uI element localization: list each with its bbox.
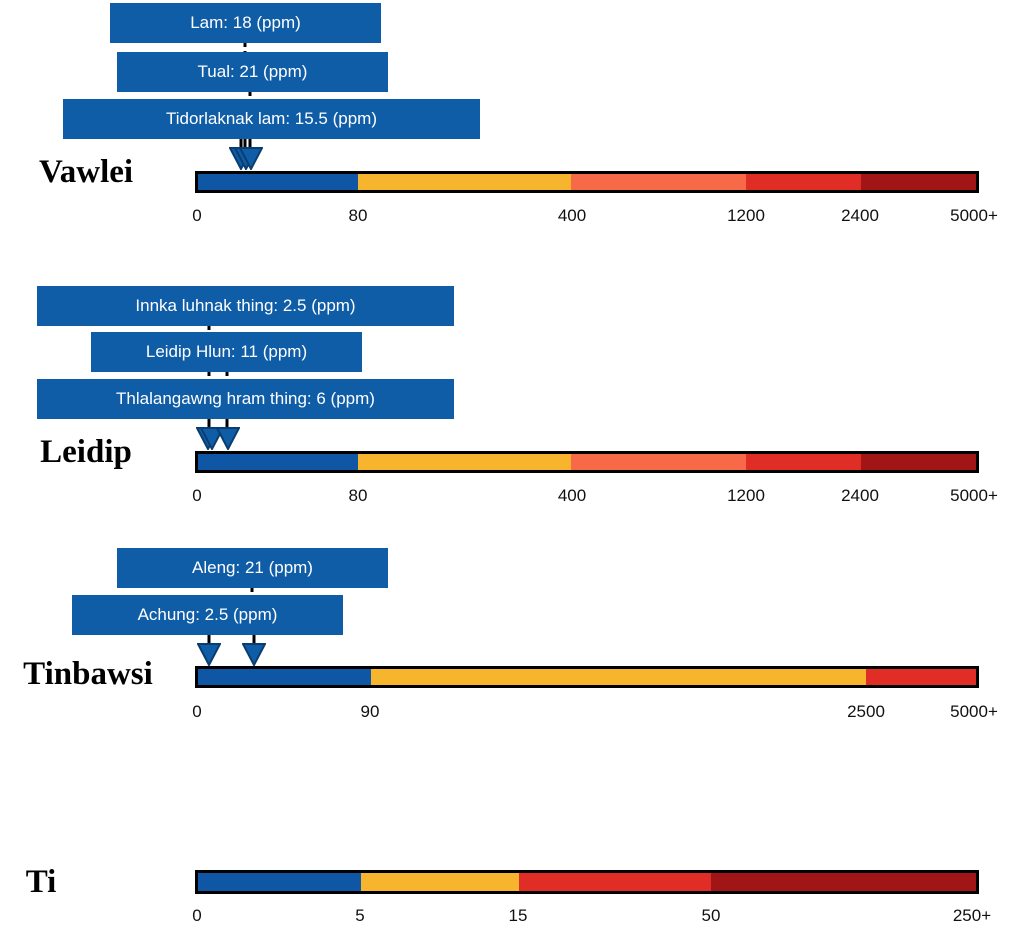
- marker-leader-tual: [248, 92, 252, 99]
- tick-label: 90: [360, 702, 380, 721]
- tick-label: 0: [192, 906, 202, 925]
- band-0-90: [198, 669, 371, 685]
- tick-label: 15: [508, 906, 528, 925]
- band-400-1200: [571, 174, 746, 190]
- marker-leader-thlalangawng: [207, 419, 211, 427]
- tick-label: 80: [348, 206, 368, 225]
- marker-leader-innka: [207, 326, 211, 332]
- section-title-ti: Ti: [25, 864, 57, 900]
- tick-label: 400: [557, 486, 587, 505]
- marker-leader-lam: [243, 43, 247, 52]
- marker-leader-lam-low: [243, 139, 247, 147]
- band-1200-2400: [746, 454, 861, 470]
- marker-leader-aleng-low: [252, 635, 256, 643]
- tick-label: 0: [192, 486, 202, 505]
- marker-leader-leidip-hlun-a: [207, 372, 211, 379]
- marker-label-achung: Achung: 2.5 (ppm): [72, 595, 343, 635]
- band-15-50: [519, 873, 711, 891]
- tick-label: 5000+: [950, 702, 998, 721]
- scale-bar-ti: [195, 870, 979, 894]
- tick-label: 50: [701, 906, 721, 925]
- band-0-80: [198, 454, 358, 470]
- marker-label-thlalangawng-hram-thing: Thlalangawng hram thing: 6 (ppm): [37, 379, 454, 419]
- band-0-5: [198, 873, 361, 891]
- band-1200-2400: [746, 174, 861, 190]
- section-title-tinbawsi: Tinbawsi: [23, 656, 153, 692]
- marker-leader-achung: [207, 635, 211, 643]
- tick-label: 400: [557, 206, 587, 225]
- scale-bar-vawlei: [195, 171, 979, 193]
- tick-label: 2500: [847, 702, 885, 721]
- band-80-400: [358, 454, 571, 470]
- tick-label: 1200: [727, 486, 765, 505]
- section-title-vawlei: Vawlei: [38, 154, 134, 190]
- band-2500-5000: [866, 669, 976, 685]
- tick-label: 250+: [952, 906, 992, 925]
- band-2400-5000: [861, 174, 976, 190]
- chart-leidip: Innka luhnak thing: 2.5 (ppm) Leidip Hlu…: [37, 286, 998, 505]
- marker-leader-tual-low: [248, 139, 252, 147]
- tick-label: 1200: [727, 206, 765, 225]
- marker-leader-leidip-hlun: [225, 419, 229, 427]
- tick-label: 5000+: [950, 486, 998, 505]
- marker-leader-aleng: [250, 588, 254, 595]
- marker-label-aleng: Aleng: 21 (ppm): [117, 548, 388, 588]
- band-50-250: [711, 873, 976, 891]
- band-80-400: [358, 174, 571, 190]
- tick-label: 2400: [841, 206, 879, 225]
- marker-leader-leidip-hlun-b: [225, 372, 229, 379]
- band-2400-5000: [861, 454, 976, 470]
- tick-label: 80: [348, 486, 368, 505]
- tick-label: 2400: [841, 486, 879, 505]
- tick-label: 0: [192, 206, 202, 225]
- marker-label-tual: Tual: 21 (ppm): [117, 52, 388, 92]
- tick-label: 0: [192, 702, 202, 721]
- section-title-leidip: Leidip: [40, 434, 132, 470]
- marker-label-leidip-hlun: Leidip Hlun: 11 (ppm): [91, 332, 362, 372]
- scale-bar-tinbawsi: [195, 666, 979, 688]
- band-0-80: [198, 174, 358, 190]
- marker-label-tidorlaknak-lam: Tidorlaknak lam: 15.5 (ppm): [63, 99, 480, 139]
- band-90-2500: [371, 669, 866, 685]
- marker-label-innka-luhnak-thing: Innka luhnak thing: 2.5 (ppm): [37, 286, 454, 326]
- chart-tinbawsi: Aleng: 21 (ppm) Achung: 2.5 (ppm) Tinbaw…: [23, 548, 998, 721]
- tick-label: 5000+: [950, 206, 998, 225]
- scale-bar-leidip: [195, 451, 979, 473]
- chart-vawlei: Lam: 18 (ppm) Tual: 21 (ppm) Tidorlaknak…: [0, 0, 1013, 240]
- band-400-1200: [571, 454, 746, 470]
- marker-leader-tidorlaknak-lam: [239, 139, 243, 147]
- tick-label: 5: [355, 906, 365, 925]
- band-5-15: [361, 873, 519, 891]
- marker-label-lam: Lam: 18 (ppm): [110, 3, 381, 43]
